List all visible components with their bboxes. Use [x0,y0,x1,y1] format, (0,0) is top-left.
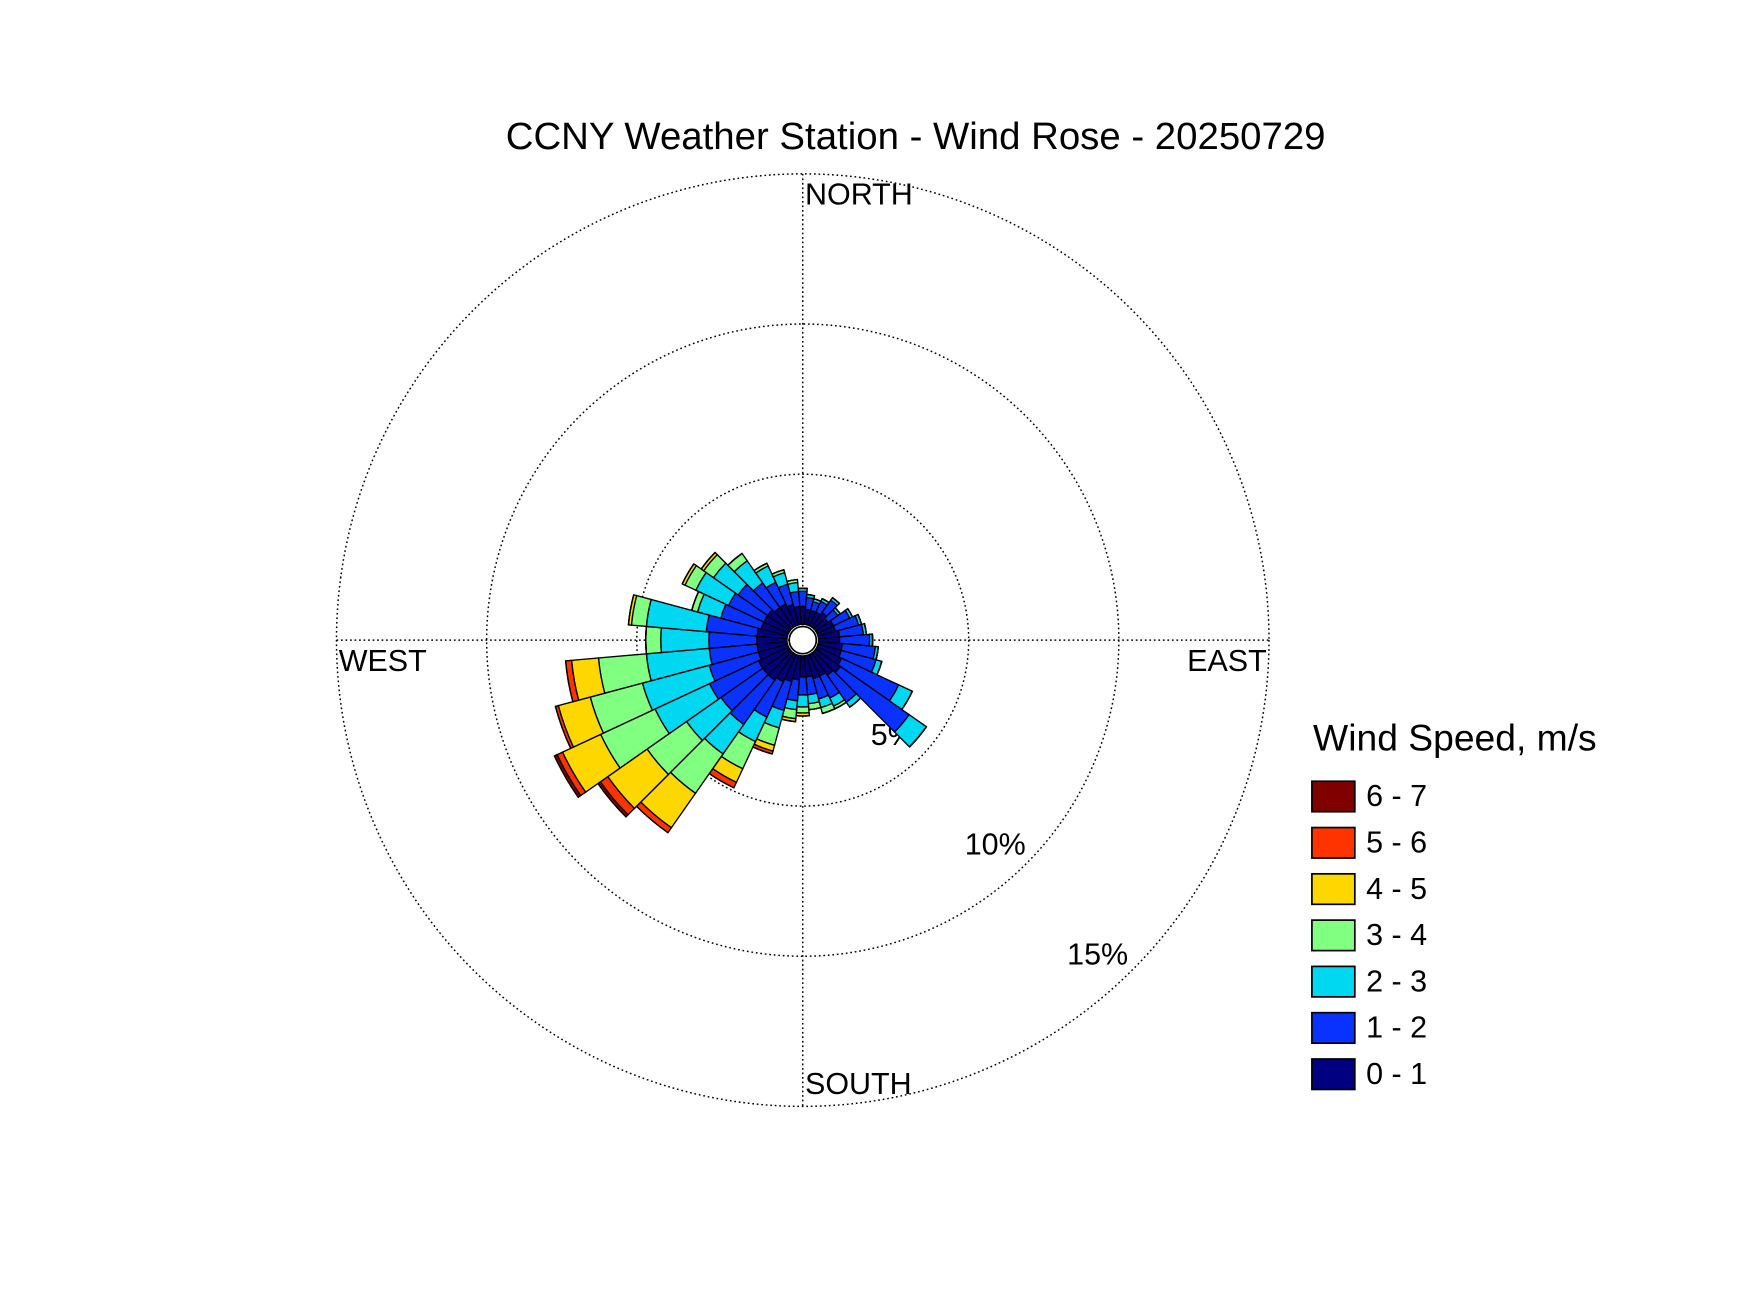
legend-swatch [1311,1011,1356,1045]
center-hole [788,625,818,655]
wind-bar-segment [553,753,582,799]
legend-label: 4 - 5 [1366,872,1427,906]
direction-label: WEST [339,644,427,678]
direction-label: EAST [1187,644,1267,678]
wind-bar-segment [822,708,836,715]
legend-label: 2 - 3 [1366,964,1427,998]
direction-label: NORTH [805,177,913,211]
r-tick-label: 10% [965,828,1026,862]
wind-bar-segment [796,694,810,708]
chart-title: CCNY Weather Station - Wind Rose - 20250… [506,115,1326,158]
legend-label: 6 - 7 [1366,779,1427,813]
legend-title: Wind Speed, m/s [1313,716,1597,758]
legend-swatch [1311,1058,1356,1091]
legend-swatch [1311,780,1356,813]
legend-label: 5 - 6 [1366,826,1427,860]
legend-swatch [1311,826,1356,859]
direction-label: SOUTH [805,1067,912,1101]
grid-circle [636,473,970,807]
grid-circle [335,173,1270,1108]
legend-swatch [1311,965,1356,998]
legend-label: 0 - 1 [1366,1057,1427,1091]
wind-bar-segment [786,578,798,583]
wind-bar-segment [849,697,862,708]
grid-circle [485,323,1120,957]
wind-bar-segment [806,593,815,597]
legend-label: 1 - 2 [1366,1011,1427,1045]
wind-bar-segment [645,625,663,655]
legend-swatch [1311,872,1356,906]
wind-bar-segment [908,726,927,748]
wind-bar-segment [645,626,648,654]
wind-bar-segment [795,706,810,714]
wind-bar-segment [564,660,574,702]
legend-swatch [1311,919,1356,952]
r-tick-label: 15% [1067,937,1128,971]
legend-label: 3 - 4 [1366,918,1427,952]
